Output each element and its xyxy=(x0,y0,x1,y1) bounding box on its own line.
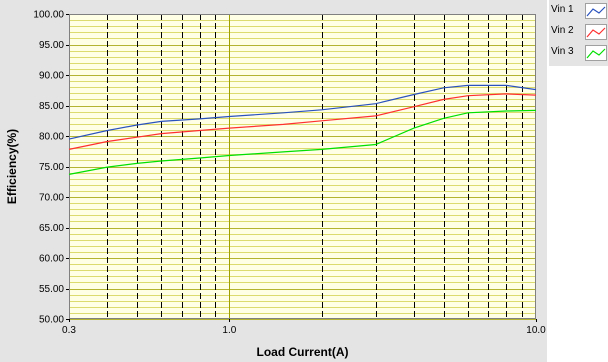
series-line-2 xyxy=(68,93,537,150)
y-tick-label: 60.00 xyxy=(39,254,64,265)
y-axis-title: Efficiency(%) xyxy=(5,129,19,204)
series-line-3 xyxy=(68,109,537,175)
legend-item: Vin 3 xyxy=(549,44,608,63)
legend-swatch xyxy=(585,24,607,40)
y-tick-label: 65.00 xyxy=(39,223,64,234)
x-tick-label: 10.0 xyxy=(526,325,546,336)
plot-area xyxy=(69,14,536,319)
plot-frame xyxy=(69,14,536,319)
y-tick-label: 80.00 xyxy=(39,132,64,143)
chart-legend: Vin 1 Vin 2 Vin 3 xyxy=(549,0,608,66)
legend-item: Vin 1 xyxy=(549,2,608,21)
x-axis-title: Load Current(A) xyxy=(257,345,349,359)
legend-item: Vin 2 xyxy=(549,23,608,42)
efficiency-chart: 50.00 55.00 60.00 65.00 70.00 75.00 80.00 85.00… xyxy=(5,10,546,360)
y-tick-label: 90.00 xyxy=(39,71,64,82)
y-tick-label: 100.00 xyxy=(33,10,64,21)
legend-line-icon xyxy=(586,27,606,38)
chart-panel: 50.00 55.00 60.00 65.00 70.00 75.00 80.00 85.00… xyxy=(0,0,547,362)
legend-swatch xyxy=(585,45,607,61)
legend-swatch xyxy=(585,3,607,19)
legend-label: Vin 2 xyxy=(551,25,574,36)
y-tick-label: 55.00 xyxy=(39,284,64,295)
legend-line xyxy=(586,6,606,17)
series-line-1 xyxy=(68,84,537,140)
legend-line xyxy=(586,27,606,38)
legend-line xyxy=(586,48,606,59)
y-tick-label: 70.00 xyxy=(39,193,64,204)
legend-label: Vin 1 xyxy=(551,4,574,15)
y-tick-label: 50.00 xyxy=(39,315,64,326)
y-tick-label: 85.00 xyxy=(39,101,64,112)
x-tick-label: 1.0 xyxy=(222,325,236,336)
x-tick-label: 0.3 xyxy=(62,325,76,336)
y-tick-label: 95.00 xyxy=(39,40,64,51)
legend-line-icon xyxy=(586,48,606,59)
legend-line-icon xyxy=(586,6,606,17)
y-tick-label: 75.00 xyxy=(39,162,64,173)
legend-label: Vin 3 xyxy=(551,46,574,57)
